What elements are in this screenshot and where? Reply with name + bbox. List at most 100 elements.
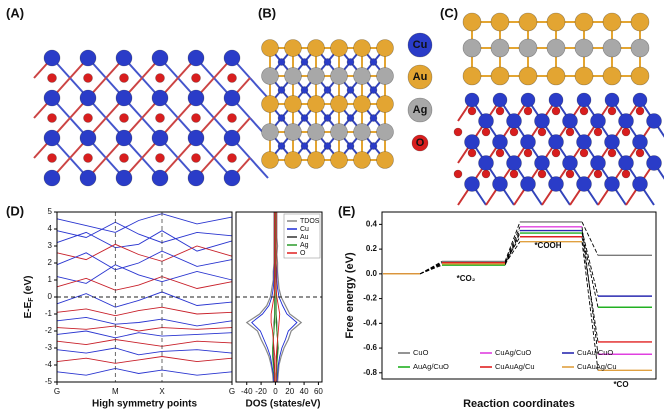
structure-legend-label: Ag [413,104,428,116]
atom [227,73,237,83]
y-tick-label: -5 [45,377,53,386]
x-axis-label: High symmetry points [92,399,197,410]
atom [323,86,332,94]
atom [604,134,620,150]
atom [618,113,634,129]
band-line [56,276,233,291]
atom [223,129,241,147]
atom [79,49,97,67]
atom [548,92,564,108]
y-tick-label: -1 [45,309,53,318]
atom [407,97,433,123]
atom [369,142,378,150]
atom [590,155,606,171]
atom [376,95,394,113]
atom [307,39,325,57]
atom [369,58,378,66]
atom [481,169,491,179]
y-tick-label: 1 [48,275,53,284]
state-label: *COOH [534,241,561,250]
atom [537,169,547,179]
atom [119,113,129,123]
atom [83,113,93,123]
atom [307,95,325,113]
structure-legend-label: Au [413,71,428,83]
atom [630,66,650,86]
atom [346,114,355,122]
y-tick-label: -0.4 [363,318,377,327]
atom [353,123,371,141]
atom [518,12,538,32]
atom [618,155,634,171]
atom [492,92,508,108]
atom [261,123,279,141]
band-line [56,306,233,317]
atom [602,38,622,58]
connector [504,226,521,263]
legend-label: TDOS [300,218,320,225]
y-tick-label: 0 [48,292,53,301]
x-tick-label: 0 [273,387,278,396]
atom [495,148,505,158]
legend-label: Au [300,234,309,241]
atom [453,169,463,179]
y-axis-label: Free energy (eV) [344,252,356,339]
atom [79,89,97,107]
atom [518,38,538,58]
atom [223,49,241,67]
atom [119,153,129,163]
y-tick-label: -3 [45,343,53,352]
atom [323,114,332,122]
state-label: *CO [613,380,628,389]
atom [523,148,533,158]
atom [506,155,522,171]
atom [635,148,645,158]
atom [579,106,589,116]
atom [548,176,564,192]
atom [520,92,536,108]
atom [462,66,482,86]
y-axis-label-subscript: F [28,297,35,302]
atom [277,142,286,150]
atom [490,12,510,32]
atom [562,113,578,129]
atom [43,129,61,147]
atom [323,142,332,150]
atom [155,153,165,163]
atom [565,127,575,137]
atom [330,151,348,169]
band-line [56,356,233,364]
atom [155,73,165,83]
x-tick-label: -40 [241,387,253,396]
atom [330,39,348,57]
atom [462,12,482,32]
legend-label: CuAuAg/Cu [577,362,617,371]
atom [223,169,241,187]
atom [376,39,394,57]
atom [47,113,57,123]
band-line [56,291,233,308]
x-tick-label: M [112,387,119,396]
atom [593,169,603,179]
atom [115,169,133,187]
legend-label: CuAu/CuO [577,348,613,357]
bond [249,77,269,99]
atom [187,129,205,147]
connector [504,230,521,265]
atom [187,89,205,107]
band-line [56,264,233,284]
dos-line [275,212,281,382]
atom [607,148,617,158]
connector [419,262,443,275]
atom [353,95,371,113]
atom [151,49,169,67]
atom [353,39,371,57]
y-tick-label: 3 [48,241,53,250]
plot-frame [235,211,323,383]
atom [79,129,97,147]
band-line [56,367,233,376]
atom [43,169,61,187]
atom [462,38,482,58]
atom [562,155,578,171]
